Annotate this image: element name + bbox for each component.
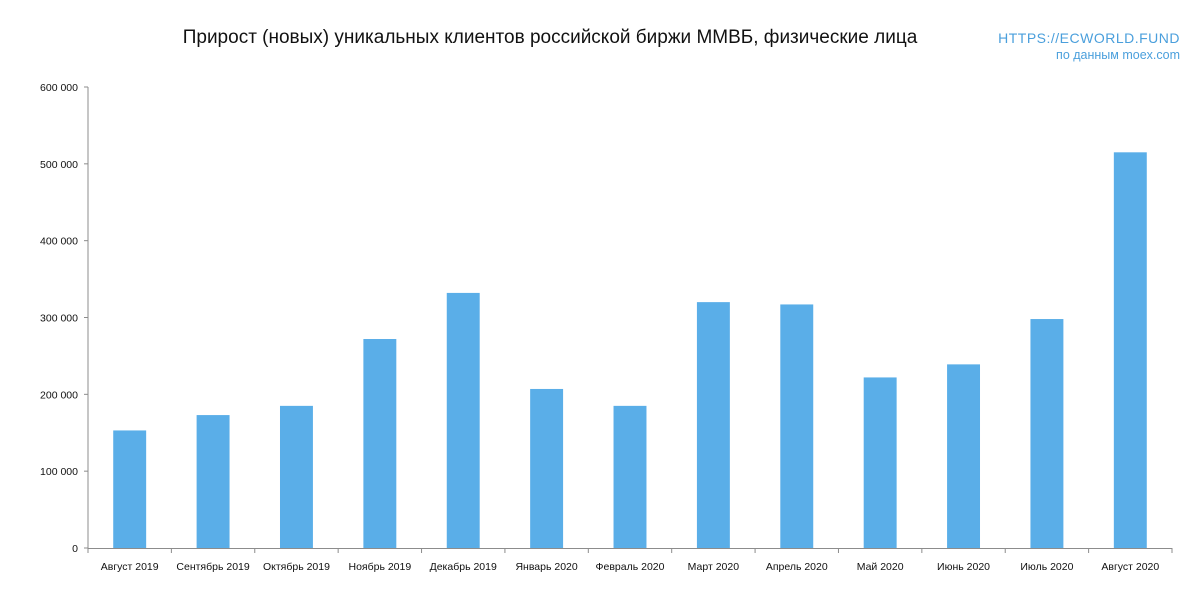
y-tick-label: 200 000 bbox=[40, 389, 78, 401]
bar bbox=[696, 302, 730, 548]
bar bbox=[113, 430, 147, 548]
x-tick-label: Сентябрь 2019 bbox=[176, 561, 249, 573]
brand-block: HTTPS://ECWORLD.FUND по данным moex.com bbox=[998, 30, 1180, 64]
brand-url[interactable]: HTTPS://ECWORLD.FUND bbox=[998, 30, 1180, 46]
bar bbox=[446, 292, 480, 548]
x-tick-label: Июль 2020 bbox=[1020, 561, 1073, 573]
chart-title: Прирост (новых) уникальных клиентов росс… bbox=[182, 27, 918, 48]
bar bbox=[530, 388, 564, 548]
x-tick-label: Август 2020 bbox=[1101, 561, 1159, 573]
x-tick-label: Ноябрь 2019 bbox=[348, 561, 411, 573]
x-tick-label: Март 2020 bbox=[688, 561, 740, 573]
bars-group bbox=[113, 152, 1147, 548]
x-tick-label: Февраль 2020 bbox=[596, 561, 665, 573]
x-tick-label: Январь 2020 bbox=[515, 561, 577, 573]
y-tick-label: 500 000 bbox=[40, 159, 78, 171]
bar bbox=[279, 405, 313, 548]
y-tick-label: 300 000 bbox=[40, 313, 78, 325]
bar bbox=[196, 415, 230, 548]
bar bbox=[1030, 319, 1064, 548]
bar bbox=[613, 405, 647, 548]
y-tick-label: 400 000 bbox=[40, 236, 78, 248]
source-note: по данным moex.com bbox=[1056, 48, 1180, 62]
x-tick-label: Октябрь 2019 bbox=[263, 561, 330, 573]
bar bbox=[363, 339, 397, 548]
y-tick-label: 0 bbox=[72, 543, 78, 555]
x-tick-label: Июнь 2020 bbox=[937, 561, 990, 573]
axes-group: 0 100 000 200 000 300 000 400 000 500 000 600 … bbox=[40, 82, 1173, 573]
x-tick-label: Декабрь 2019 bbox=[430, 561, 497, 573]
bar bbox=[947, 364, 981, 548]
x-tick-label: Апрель 2020 bbox=[766, 561, 828, 573]
y-tick-label: 600 000 bbox=[40, 82, 78, 94]
y-tick-label: 100 000 bbox=[40, 466, 78, 478]
x-tick-label: Май 2020 bbox=[857, 561, 904, 573]
bar bbox=[780, 304, 814, 548]
bar bbox=[1113, 152, 1147, 548]
x-tick-label: Август 2019 bbox=[101, 561, 159, 573]
bar bbox=[863, 377, 897, 548]
